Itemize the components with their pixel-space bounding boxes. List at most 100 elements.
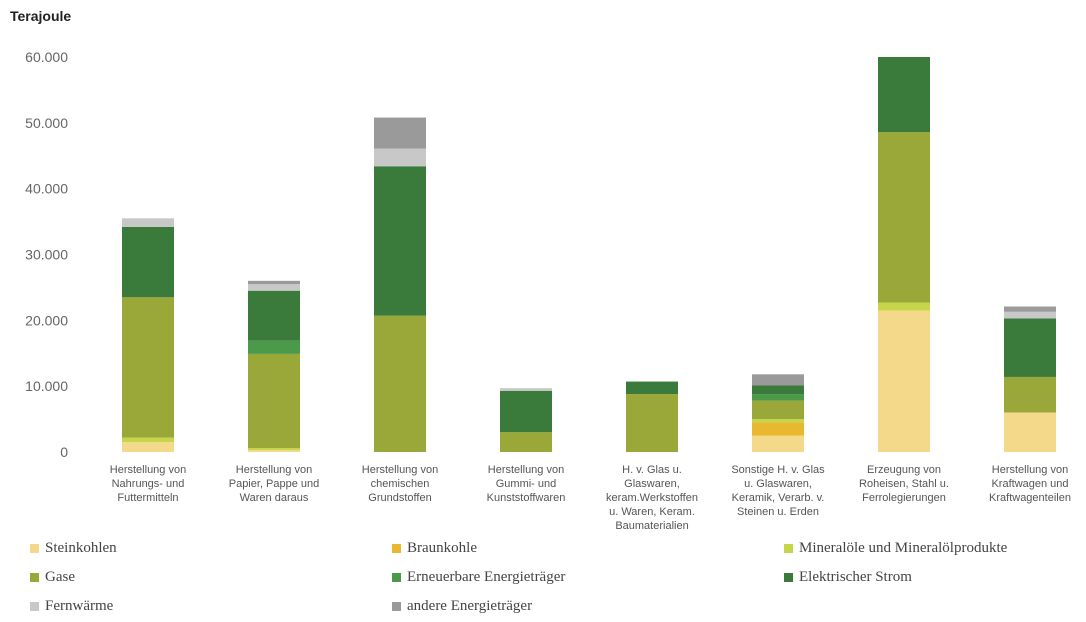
y-tick-label: 40.000 bbox=[25, 181, 68, 197]
category-label: Ferrolegierungen bbox=[862, 492, 946, 504]
bar-segment bbox=[122, 442, 174, 452]
y-axis-ticks: 0 10.000 20.000 30.000 40.000 50.000 60.000 bbox=[25, 49, 68, 460]
bar-segment bbox=[122, 297, 174, 438]
legend-swatch bbox=[784, 544, 793, 553]
category-label: Glaswaren, bbox=[624, 478, 680, 490]
y-tick-label: 60.000 bbox=[25, 49, 68, 65]
bar-segment bbox=[878, 310, 930, 452]
category-label: H. v. Glas u. bbox=[622, 464, 682, 476]
bar-segment bbox=[752, 400, 804, 420]
y-tick-label: 50.000 bbox=[25, 115, 68, 131]
bar-segment bbox=[248, 284, 300, 291]
legend-swatch bbox=[392, 544, 401, 553]
y-tick-label: 10.000 bbox=[25, 378, 68, 394]
y-tick-label: 0 bbox=[60, 444, 68, 460]
bar-segment bbox=[374, 315, 426, 452]
legend-item: andere Energieträger bbox=[392, 598, 532, 615]
legend-item: Elektrischer Strom bbox=[784, 569, 912, 586]
bar-segment bbox=[752, 374, 804, 386]
bar-segment bbox=[878, 302, 930, 311]
y-axis-label: Terajoule bbox=[10, 8, 71, 24]
bar-segment bbox=[1004, 306, 1056, 312]
category-label: Baumaterialien bbox=[615, 520, 688, 532]
category-label: Erzeugung von bbox=[867, 464, 941, 476]
legend-swatch bbox=[30, 573, 39, 582]
bar-segment bbox=[248, 290, 300, 341]
bars bbox=[122, 57, 1056, 452]
bar-segment bbox=[752, 419, 804, 423]
bar-segment bbox=[374, 166, 426, 316]
bar-segment bbox=[500, 432, 552, 452]
bar-segment bbox=[752, 422, 804, 436]
bar-segment bbox=[374, 148, 426, 167]
bar-segment bbox=[122, 226, 174, 298]
category-label: Herstellung von bbox=[488, 464, 564, 476]
bar-segment bbox=[122, 218, 174, 227]
category-label: chemischen bbox=[371, 478, 430, 490]
bar-segment bbox=[752, 385, 804, 395]
bar-segment bbox=[248, 280, 300, 285]
bar-segment bbox=[1004, 412, 1056, 452]
bar-segment bbox=[248, 448, 300, 451]
bar-segment bbox=[626, 394, 678, 452]
bar-segment bbox=[500, 390, 552, 433]
legend-swatch bbox=[392, 602, 401, 611]
bar-segment bbox=[878, 57, 930, 133]
bar-segment bbox=[1004, 376, 1056, 413]
category-label: u. Waren, Keram. bbox=[609, 506, 695, 518]
bar-segment bbox=[1004, 318, 1056, 377]
category-label: Grundstoffen bbox=[368, 492, 431, 504]
legend-label: Mineralöle und Mineralölprodukte bbox=[799, 540, 1008, 556]
y-tick-label: 20.000 bbox=[25, 312, 68, 328]
legend-label: Braunkohle bbox=[407, 540, 477, 556]
legend-swatch bbox=[30, 544, 39, 553]
bar-segment bbox=[374, 117, 426, 149]
category-label: Kunststoffwaren bbox=[487, 492, 566, 504]
legend-item: Steinkohlen bbox=[30, 540, 117, 557]
legend-item: Fernwärme bbox=[30, 598, 113, 615]
category-label: Sonstige H. v. Glas bbox=[731, 464, 825, 476]
category-label: Herstellung von bbox=[110, 464, 186, 476]
category-label: Kraftwagenteilen bbox=[989, 492, 1071, 504]
stacked-bar-chart: Terajoule 0 10.000 20.000 30.000 40.000 50.00… bbox=[10, 8, 1071, 532]
bar-segment bbox=[878, 132, 930, 303]
legend-label: Elektrischer Strom bbox=[799, 569, 912, 585]
legend-label: Fernwärme bbox=[45, 598, 114, 614]
bar-segment bbox=[752, 394, 804, 401]
bar-segment bbox=[626, 381, 678, 395]
bar-segment bbox=[122, 437, 174, 443]
category-label: keram.Werkstoffen bbox=[606, 492, 698, 504]
category-label: Futtermitteln bbox=[117, 492, 178, 504]
category-label: Waren daraus bbox=[240, 492, 309, 504]
bar-segment bbox=[500, 388, 552, 391]
category-labels: Herstellung von Nahrungs- und Futtermittel… bbox=[110, 464, 1071, 532]
bar-segment bbox=[1004, 311, 1056, 319]
category-label: Nahrungs- und bbox=[112, 478, 185, 490]
bar-segment bbox=[248, 450, 300, 452]
legend-swatch bbox=[30, 602, 39, 611]
legend-swatch bbox=[784, 573, 793, 582]
legend-swatch bbox=[392, 573, 401, 582]
bar-segment bbox=[752, 435, 804, 452]
legend-label: Erneuerbare Energieträger bbox=[407, 569, 566, 585]
legend-item: Erneuerbare Energieträger bbox=[392, 569, 565, 586]
bar-segment bbox=[248, 353, 300, 449]
category-label: Herstellung von bbox=[992, 464, 1068, 476]
legend-label: Steinkohlen bbox=[45, 540, 117, 556]
y-tick-label: 30.000 bbox=[25, 247, 68, 263]
category-label: Papier, Pappe und bbox=[229, 478, 320, 490]
category-label: u. Glaswaren, bbox=[744, 478, 812, 490]
category-label: Herstellung von bbox=[236, 464, 312, 476]
category-label: Steinen u. Erden bbox=[737, 506, 819, 518]
legend-item: Braunkohle bbox=[392, 540, 477, 557]
legend-label: andere Energieträger bbox=[407, 598, 533, 614]
category-label: Keramik, Verarb. v. bbox=[732, 492, 825, 504]
category-label: Kraftwagen und bbox=[991, 478, 1068, 490]
legend-label: Gase bbox=[45, 569, 75, 585]
bar-segment bbox=[248, 340, 300, 354]
category-label: Gummi- und bbox=[496, 478, 557, 490]
category-label: Roheisen, Stahl u. bbox=[859, 478, 949, 490]
category-label: Herstellung von bbox=[362, 464, 438, 476]
legend-item: Gase bbox=[30, 569, 75, 586]
legend-item: Mineralöle und Mineralölprodukte bbox=[784, 540, 1007, 557]
